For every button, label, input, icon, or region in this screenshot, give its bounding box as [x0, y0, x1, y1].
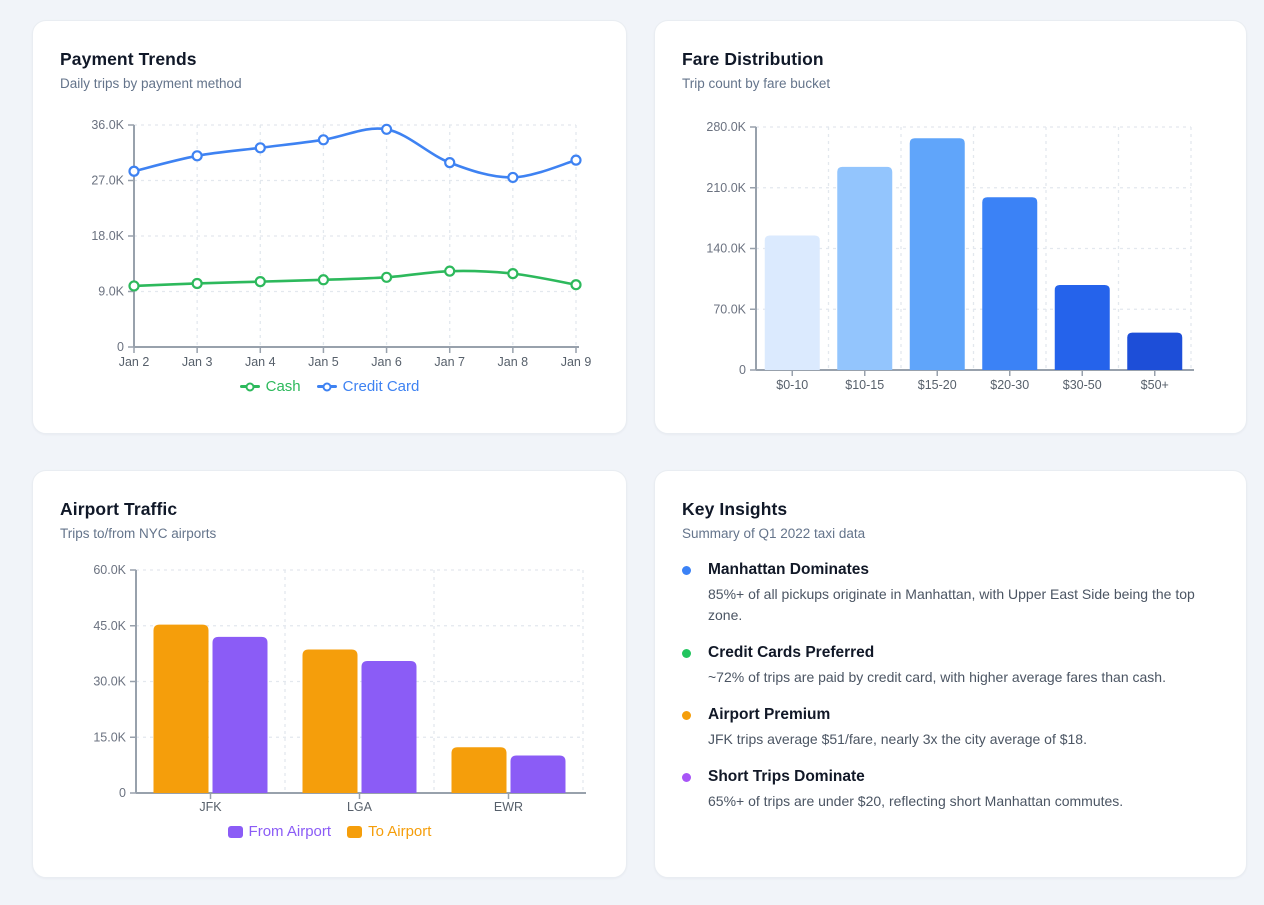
payment-trends-header: Payment Trends Daily trips by payment me… [33, 21, 626, 91]
payment-trends-title: Payment Trends [60, 49, 197, 69]
svg-text:Jan 2: Jan 2 [119, 355, 150, 369]
airport-traffic-legend: From Airport To Airport [33, 823, 626, 840]
bar-series [764, 138, 1183, 370]
svg-text:210.0K: 210.0K [706, 181, 746, 195]
svg-text:0: 0 [117, 340, 124, 354]
svg-text:Jan 6: Jan 6 [371, 355, 402, 369]
insight-title: Credit Cards Preferred [708, 644, 875, 661]
legend-item-credit-card[interactable]: Credit Card [316, 378, 420, 395]
chart-x-axis-labels: $0-10 $10-15 $15-20 $20-30 $30-50 $50+ [776, 370, 1169, 392]
legend-square-marker [347, 825, 363, 838]
payment-trends-line-chart: 0 9.0K 18.0K 27.0K 36.0K Jan 2 Jan 3 Jan 4 Jan 5… [91, 118, 592, 369]
insight-item: Short Trips Dominate 65%+ of trips are un… [682, 766, 1222, 812]
insight-title: Manhattan Dominates [708, 561, 870, 578]
svg-text:15.0K: 15.0K [93, 730, 126, 744]
svg-text:$15-20: $15-20 [918, 378, 957, 392]
insight-bullet-dot [682, 773, 691, 782]
insight-item: Airport Premium JFK trips average $51/far… [682, 704, 1222, 750]
bar-series-from-airport [212, 636, 566, 793]
svg-text:Jan 9: Jan 9 [561, 355, 592, 369]
legend-line-marker [316, 382, 337, 391]
svg-text:30.0K: 30.0K [93, 675, 126, 689]
payment-trends-subtitle: Daily trips by payment method [60, 76, 242, 91]
key-insights-title: Key Insights [682, 499, 788, 519]
svg-text:$30-50: $30-50 [1063, 378, 1102, 392]
chart-axes: 0 9.0K 18.0K 27.0K 36.0K [91, 118, 579, 354]
legend-label: Credit Card [342, 378, 420, 395]
chart-grid [756, 126, 1192, 370]
line-series-cash [128, 265, 582, 292]
svg-text:Jan 5: Jan 5 [308, 355, 339, 369]
card-payment-trends: Payment Trends Daily trips by payment me… [32, 20, 627, 434]
fare-distribution-header: Fare Distribution Trip count by fare buc… [655, 21, 1246, 91]
card-airport-traffic: Airport Traffic Trips to/from NYC airpor… [32, 470, 627, 878]
insight-bullet-dot [682, 649, 691, 658]
key-insights-subtitle: Summary of Q1 2022 taxi data [682, 526, 866, 541]
fare-distribution-subtitle: Trip count by fare bucket [682, 76, 831, 91]
svg-text:45.0K: 45.0K [93, 619, 126, 633]
svg-text:60.0K: 60.0K [93, 563, 126, 577]
svg-text:280.0K: 280.0K [706, 120, 746, 134]
bar-series-to-airport [153, 624, 507, 793]
svg-text:18.0K: 18.0K [91, 229, 124, 243]
airport-traffic-title: Airport Traffic [60, 499, 178, 519]
svg-text:0: 0 [739, 363, 746, 377]
insight-text: JFK trips average $51/fare, nearly 3x th… [708, 731, 1087, 747]
svg-text:$20-30: $20-30 [990, 378, 1029, 392]
svg-text:Jan 7: Jan 7 [434, 355, 465, 369]
insight-bullet-dot [682, 711, 691, 720]
chart-x-axis-labels: JFK LGA EWR [199, 793, 523, 814]
fare-distribution-bar-chart: 0 70.0K 140.0K 210.0K 280.0K $0-10 $10-15 $15-2… [706, 120, 1194, 392]
airport-traffic-subtitle: Trips to/from NYC airports [60, 526, 217, 541]
svg-text:140.0K: 140.0K [706, 242, 746, 256]
svg-text:70.0K: 70.0K [713, 302, 746, 316]
insight-item: Manhattan Dominates 85%+ of all pickups o… [682, 559, 1222, 626]
legend-label: Cash [265, 378, 301, 395]
key-insights-header: Key Insights Summary of Q1 2022 taxi dat… [655, 471, 1246, 541]
legend-label: From Airport [248, 823, 332, 840]
chart-axes: 0 15.0K 30.0K 45.0K 60.0K [93, 563, 586, 800]
svg-text:Jan 4: Jan 4 [245, 355, 276, 369]
key-insights-list: Manhattan Dominates 85%+ of all pickups o… [655, 541, 1246, 812]
legend-item-to-airport[interactable]: To Airport [347, 823, 431, 840]
svg-text:Jan 8: Jan 8 [498, 355, 529, 369]
chart-x-axis-labels: Jan 2 Jan 3 Jan 4 Jan 5 Jan 6 Jan 7 Jan 8 Jan 9 [119, 347, 592, 369]
chart-grid [136, 569, 584, 793]
insight-text: 65%+ of trips are under $20, reflecting … [708, 793, 1124, 809]
svg-text:EWR: EWR [494, 800, 523, 814]
insight-title: Airport Premium [708, 706, 831, 723]
legend-label: To Airport [368, 823, 432, 840]
insight-bullet-dot [682, 566, 691, 575]
svg-text:LGA: LGA [347, 800, 373, 814]
chart-axes: 0 70.0K 140.0K 210.0K 280.0K [706, 120, 1194, 377]
svg-text:9.0K: 9.0K [98, 285, 124, 299]
insight-title: Short Trips Dominate [708, 768, 865, 785]
insight-item: Credit Cards Preferred ~72% of trips are … [682, 642, 1222, 688]
svg-text:$50+: $50+ [1141, 378, 1169, 392]
svg-text:36.0K: 36.0K [91, 118, 124, 132]
svg-text:0: 0 [119, 786, 126, 800]
airport-traffic-header: Airport Traffic Trips to/from NYC airpor… [33, 471, 626, 541]
svg-text:Jan 3: Jan 3 [182, 355, 213, 369]
payment-trends-legend: Cash Credit Card [33, 378, 626, 395]
legend-line-marker [239, 382, 260, 391]
card-fare-distribution: Fare Distribution Trip count by fare buc… [654, 20, 1247, 434]
insight-text: ~72% of trips are paid by credit card, w… [708, 669, 1166, 685]
svg-text:JFK: JFK [199, 800, 222, 814]
airport-traffic-bar-chart: 0 15.0K 30.0K 45.0K 60.0K JFK LGA EWR [93, 563, 586, 814]
svg-text:$0-10: $0-10 [776, 378, 808, 392]
card-key-insights: Key Insights Summary of Q1 2022 taxi dat… [654, 470, 1247, 878]
legend-item-from-airport[interactable]: From Airport [227, 823, 332, 840]
svg-text:27.0K: 27.0K [91, 174, 124, 188]
insight-text: 85%+ of all pickups originate in Manhatt… [708, 586, 1195, 623]
svg-text:$10-15: $10-15 [845, 378, 884, 392]
legend-item-cash[interactable]: Cash [239, 378, 301, 395]
fare-distribution-title: Fare Distribution [682, 49, 824, 69]
line-series-credit-card [128, 123, 582, 184]
legend-square-marker [227, 825, 243, 838]
